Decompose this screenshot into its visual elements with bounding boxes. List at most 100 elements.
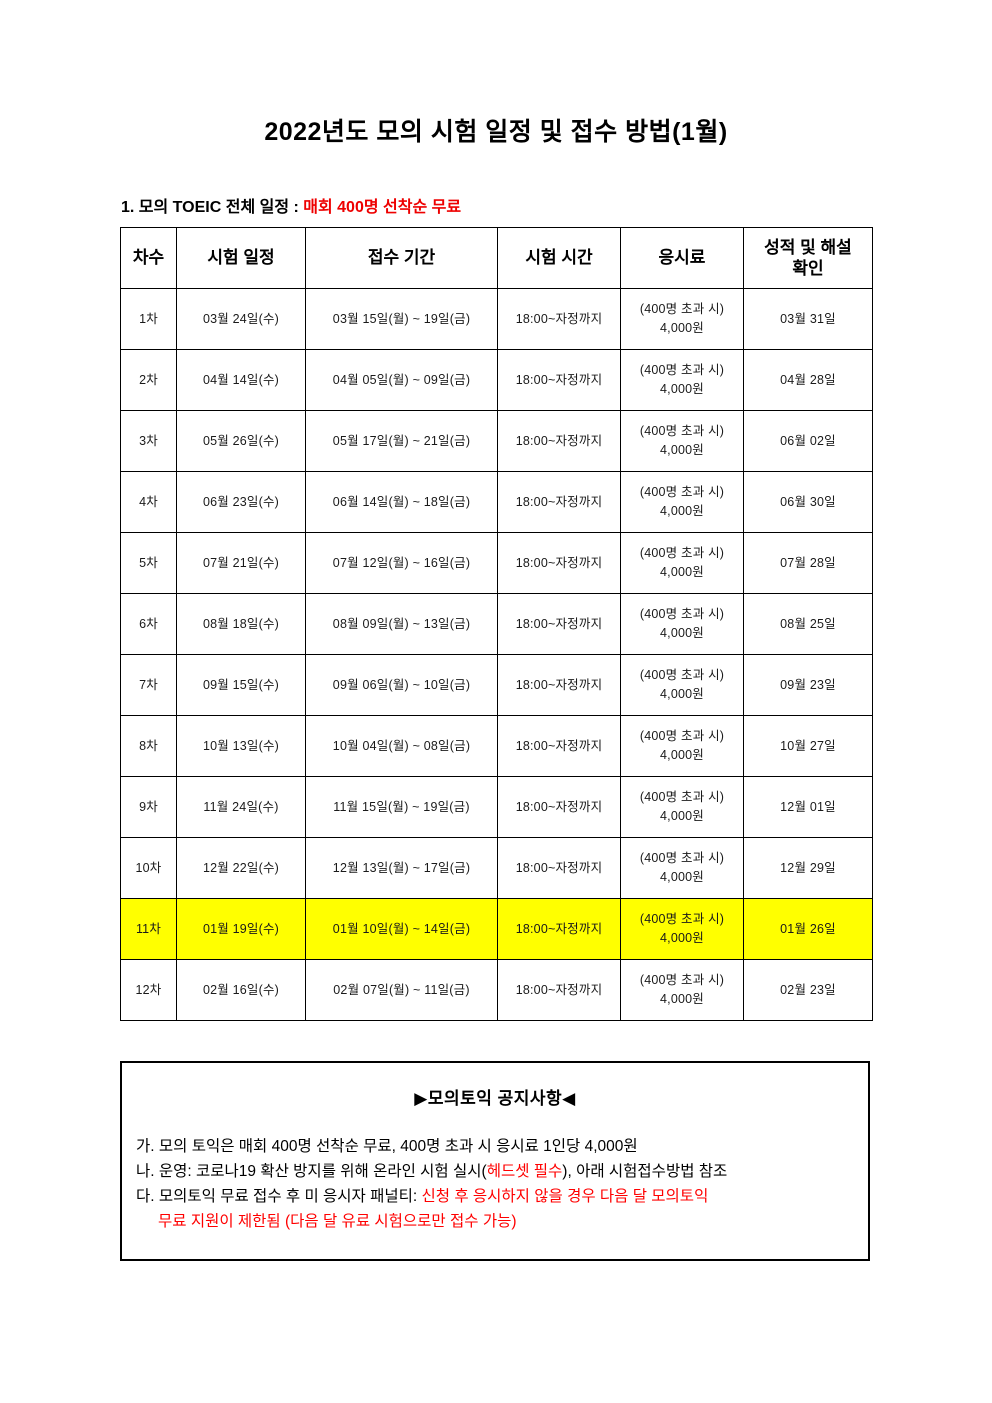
cell-round: 5차 bbox=[120, 532, 177, 594]
table-row: 1차 03월 24일(수) 03월 15일(월) ~ 19일(금) 18:00~자정까… bbox=[120, 288, 873, 350]
table-row: 9차 11월 24일(수) 11월 15일(월) ~ 19일(금) 18:00~자정까… bbox=[120, 776, 873, 838]
notice-item-label: 가. bbox=[136, 1138, 155, 1155]
table-row: 8차 10월 13일(수) 10월 04일(월) ~ 08일(금) 18:00~자정까… bbox=[120, 715, 873, 777]
table-row: 3차 05월 26일(수) 05월 17일(월) ~ 21일(금) 18:00~자정까… bbox=[120, 410, 873, 472]
cell-result-date: 07월 28일 bbox=[743, 532, 873, 594]
cell-exam-date: 12월 22일(수) bbox=[176, 837, 306, 899]
cell-exam-date: 02월 16일(수) bbox=[176, 959, 306, 1021]
table-header: 차수 시험 일정 접수 기간 시험 시간 응시료 성적 및 해설 확인 bbox=[120, 227, 873, 289]
cell-exam-date: 11월 24일(수) bbox=[176, 776, 306, 838]
cell-fee: (400명 초과 시) 4,000원 bbox=[620, 410, 744, 472]
table-row: 6차 08월 18일(수) 08월 09일(월) ~ 13일(금) 18:00~자정까… bbox=[120, 593, 873, 655]
col-header-exam-time: 시험 시간 bbox=[497, 227, 621, 289]
cell-fee: (400명 초과 시) 4,000원 bbox=[620, 471, 744, 533]
cell-result-date: 04월 28일 bbox=[743, 349, 873, 411]
cell-fee-line1: (400명 초과 시) bbox=[639, 546, 725, 561]
notice-item-label: 나. bbox=[136, 1163, 155, 1181]
cell-fee-line1: (400명 초과 시) bbox=[639, 485, 725, 500]
cell-apply-period: 03월 15일(월) ~ 19일(금) bbox=[305, 288, 498, 350]
cell-fee-line1: (400명 초과 시) bbox=[639, 790, 725, 805]
cell-round: 10차 bbox=[120, 837, 177, 899]
table-body: 1차 03월 24일(수) 03월 15일(월) ~ 19일(금) 18:00~자정까… bbox=[120, 288, 873, 1021]
cell-result-date: 10월 27일 bbox=[743, 715, 873, 777]
section-heading-black: 1. 모의 TOEIC 전체 일정 : bbox=[121, 199, 304, 216]
cell-round: 4차 bbox=[120, 471, 177, 533]
cell-exam-date: 03월 24일(수) bbox=[176, 288, 306, 350]
table-row: 5차 07월 21일(수) 07월 12일(월) ~ 16일(금) 18:00~자정까… bbox=[120, 532, 873, 594]
cell-fee: (400명 초과 시) 4,000원 bbox=[620, 776, 744, 838]
page-title: 2022년도 모의 시험 일정 및 접수 방법(1월) bbox=[264, 118, 728, 146]
cell-apply-period: 10월 04일(월) ~ 08일(금) bbox=[305, 715, 498, 777]
table-row: 2차 04월 14일(수) 04월 05일(월) ~ 09일(금) 18:00~자정까… bbox=[120, 349, 873, 411]
cell-exam-date: 01월 19일(수) bbox=[176, 898, 306, 960]
cell-exam-time: 18:00~자정까지 bbox=[497, 898, 621, 960]
table-header-row: 차수 시험 일정 접수 기간 시험 시간 응시료 성적 및 해설 확인 bbox=[120, 227, 873, 289]
notice-item: 나. 운영: 코로나19 확산 방지를 위해 온라인 시험 실시(헤드셋 필수)… bbox=[136, 1159, 868, 1184]
cell-fee-line2: 4,000원 bbox=[660, 321, 704, 335]
cell-result-date: 03월 31일 bbox=[743, 288, 873, 350]
notice-item-text: ), 아래 시험접수방법 참조 bbox=[562, 1163, 728, 1181]
cell-fee: (400명 초과 시) 4,000원 bbox=[620, 532, 744, 594]
cell-exam-date: 07월 21일(수) bbox=[176, 532, 306, 594]
cell-result-date: 09월 23일 bbox=[743, 654, 873, 716]
notice-item-continuation: 무료 지원이 제한됨 (다음 달 유료 시험으로만 접수 가능) bbox=[158, 1213, 517, 1231]
cell-fee-line1: (400명 초과 시) bbox=[639, 302, 725, 317]
col-header-fee: 응시료 bbox=[620, 227, 744, 289]
cell-exam-date: 09월 15일(수) bbox=[176, 654, 306, 716]
cell-fee-line2: 4,000원 bbox=[660, 992, 704, 1006]
cell-fee-line2: 4,000원 bbox=[660, 931, 704, 945]
cell-result-date: 06월 30일 bbox=[743, 471, 873, 533]
cell-round: 8차 bbox=[120, 715, 177, 777]
cell-result-date: 12월 01일 bbox=[743, 776, 873, 838]
cell-apply-period: 05월 17일(월) ~ 21일(금) bbox=[305, 410, 498, 472]
col-header-round: 차수 bbox=[120, 227, 177, 289]
notice-item-label: 다. bbox=[136, 1188, 155, 1206]
cell-fee-line1: (400명 초과 시) bbox=[639, 607, 725, 622]
cell-result-date: 01월 26일 bbox=[743, 898, 873, 960]
cell-result-date: 06월 02일 bbox=[743, 410, 873, 472]
notice-item-list: 가. 모의 토익은 매회 400명 선착순 무료, 400명 초과 시 응시료 … bbox=[122, 1134, 868, 1234]
cell-round: 9차 bbox=[120, 776, 177, 838]
cell-fee-line2: 4,000원 bbox=[660, 809, 704, 823]
cell-fee-line2: 4,000원 bbox=[660, 687, 704, 701]
cell-fee-line2: 4,000원 bbox=[660, 748, 704, 762]
notice-item-text: 헤드셋 필수 bbox=[486, 1163, 563, 1181]
cell-fee: (400명 초과 시) 4,000원 bbox=[620, 593, 744, 655]
cell-round: 3차 bbox=[120, 410, 177, 472]
cell-apply-period: 02월 07일(월) ~ 11일(금) bbox=[305, 959, 498, 1021]
table-row: 4차 06월 23일(수) 06월 14일(월) ~ 18일(금) 18:00~자정까… bbox=[120, 471, 873, 533]
cell-fee: (400명 초과 시) 4,000원 bbox=[620, 349, 744, 411]
cell-apply-period: 07월 12일(월) ~ 16일(금) bbox=[305, 532, 498, 594]
notice-title-text: 모의토익 공지사항 bbox=[427, 1089, 563, 1108]
cell-fee: (400명 초과 시) 4,000원 bbox=[620, 898, 744, 960]
col-header-exam-date: 시험 일정 bbox=[176, 227, 306, 289]
cell-exam-time: 18:00~자정까지 bbox=[497, 532, 621, 594]
cell-fee-line1: (400명 초과 시) bbox=[639, 729, 725, 744]
cell-fee-line2: 4,000원 bbox=[660, 870, 704, 884]
cell-exam-time: 18:00~자정까지 bbox=[497, 837, 621, 899]
cell-fee-line1: (400명 초과 시) bbox=[639, 363, 725, 378]
cell-fee-line1: (400명 초과 시) bbox=[639, 668, 725, 683]
cell-apply-period: 06월 14일(월) ~ 18일(금) bbox=[305, 471, 498, 533]
col-header-result-line2: 확인 bbox=[792, 259, 824, 278]
cell-apply-period: 04월 05일(월) ~ 09일(금) bbox=[305, 349, 498, 411]
cell-fee-line1: (400명 초과 시) bbox=[639, 424, 725, 439]
notice-item-text: 모의토익 무료 접수 후 미 응시자 패널티: bbox=[154, 1188, 422, 1206]
col-header-apply-period: 접수 기간 bbox=[305, 227, 498, 289]
cell-round: 7차 bbox=[120, 654, 177, 716]
cell-apply-period: 11월 15일(월) ~ 19일(금) bbox=[305, 776, 498, 838]
cell-result-date: 12월 29일 bbox=[743, 837, 873, 899]
notice-box: ▶모의토익 공지사항◀ 가. 모의 토익은 매회 400명 선착순 무료, 40… bbox=[120, 1061, 870, 1261]
cell-exam-time: 18:00~자정까지 bbox=[497, 959, 621, 1021]
cell-fee: (400명 초과 시) 4,000원 bbox=[620, 715, 744, 777]
col-header-result-line1: 성적 및 해설 bbox=[764, 237, 852, 257]
notice-item: 가. 모의 토익은 매회 400명 선착순 무료, 400명 초과 시 응시료 … bbox=[136, 1134, 868, 1159]
cell-exam-date: 05월 26일(수) bbox=[176, 410, 306, 472]
notice-item-text: 신청 후 응시하지 않을 경우 다음 달 모의토익 bbox=[421, 1188, 709, 1206]
cell-exam-time: 18:00~자정까지 bbox=[497, 593, 621, 655]
cell-apply-period: 09월 06일(월) ~ 10일(금) bbox=[305, 654, 498, 716]
notice-item-text: 모의 토익은 매회 400명 선착순 무료, 400명 초과 시 응시료 1인당… bbox=[154, 1138, 638, 1155]
cell-result-date: 08월 25일 bbox=[743, 593, 873, 655]
left-triangle-icon: ▶ bbox=[414, 1089, 428, 1108]
cell-apply-period: 01월 10일(월) ~ 14일(금) bbox=[305, 898, 498, 960]
